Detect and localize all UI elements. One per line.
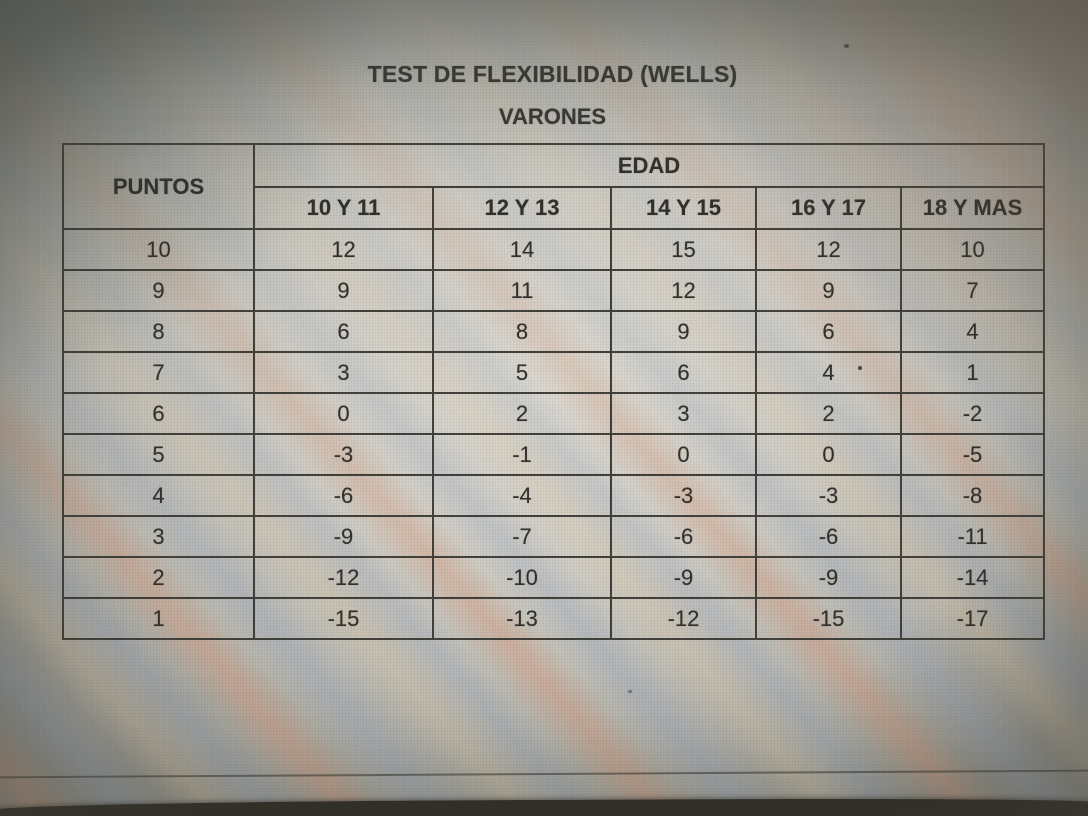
camera-vignette-overlay (0, 0, 1088, 816)
photographed-screen: TEST DE FLEXIBILIDAD (WELLS) VARONES PUN… (0, 0, 1088, 816)
